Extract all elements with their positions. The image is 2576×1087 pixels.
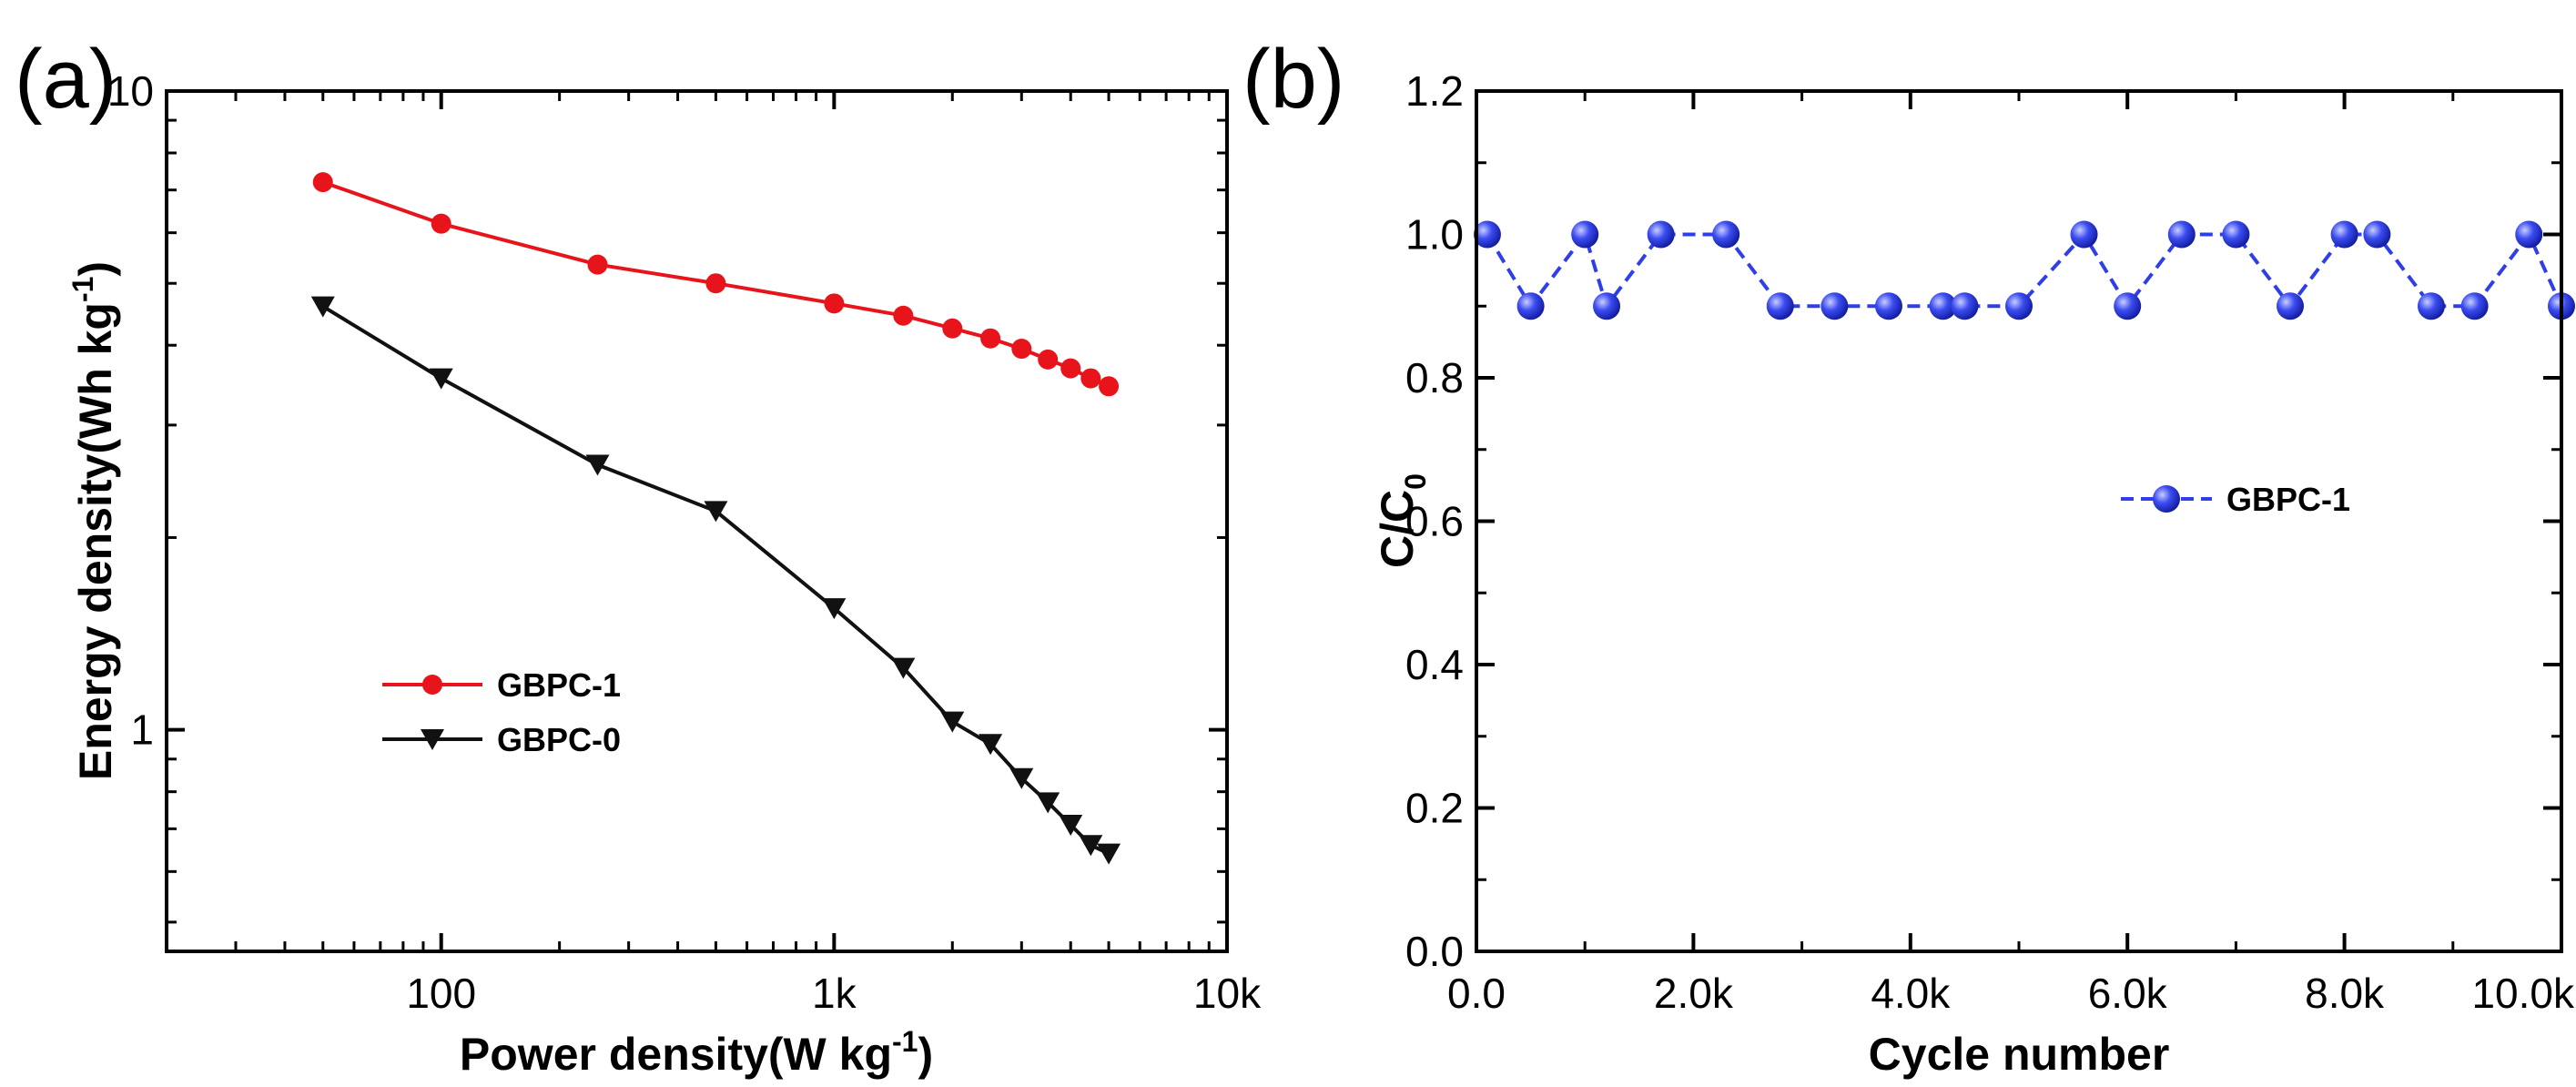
y-tick-label: 10 (107, 67, 154, 115)
panel-a-label: (a) (15, 33, 117, 126)
data-point-gbpc-1 (1011, 339, 1032, 360)
panel-a-x-axis-title: Power density(W kg-1) (460, 1025, 933, 1080)
x-tick-label: 100 (406, 970, 476, 1017)
legend-label-gbpc-1: GBPC-1 (497, 666, 621, 704)
data-point-gbpc-0 (1059, 815, 1083, 837)
legend-label-gbpc-0: GBPC-0 (497, 721, 621, 758)
panel-b-plot-frame (1475, 89, 2563, 953)
x-tick-label: 10.0k (2471, 970, 2575, 1017)
data-point-gbpc-1 (705, 273, 726, 294)
panel-b-legend: GBPC-1 (2121, 481, 2350, 518)
panel-a-series (310, 172, 1121, 865)
legend-marker-gbpc-1-b (2153, 485, 2180, 513)
data-point-gbpc-1 (1766, 292, 1794, 320)
data-point-gbpc-0 (704, 501, 728, 523)
data-point-gbpc-1 (2070, 220, 2098, 249)
x-tick-label: 8.0k (2305, 970, 2385, 1017)
y-tick-label: 0.2 (1405, 785, 1464, 832)
data-point-gbpc-0 (891, 657, 916, 679)
data-point-gbpc-1 (824, 293, 845, 314)
data-point-gbpc-1 (1099, 376, 1120, 397)
data-point-gbpc-0 (1036, 792, 1060, 814)
x-tick-label: 10k (1193, 970, 1262, 1017)
data-point-gbpc-0 (940, 711, 965, 733)
data-point-gbpc-1 (2515, 220, 2543, 249)
data-point-gbpc-1 (2167, 220, 2196, 249)
data-point-gbpc-1 (2005, 292, 2033, 320)
data-point-gbpc-1 (1820, 292, 1849, 320)
data-point-gbpc-1 (1038, 349, 1059, 370)
x-tick-label: 6.0k (2088, 970, 2168, 1017)
y-tick-label: 0.6 (1405, 498, 1464, 545)
panel-a-plot-frame (165, 89, 1229, 953)
data-point-gbpc-0 (585, 454, 610, 476)
legend-marker-gbpc-1 (422, 675, 442, 695)
panel-b-x-tick-labels: 0.0 2.0k 4.0k 6.0k 8.0k 10.0k (1447, 970, 2575, 1017)
data-point-gbpc-1 (893, 305, 914, 326)
panel-a-y-tick-labels: 1 10 (107, 67, 154, 754)
data-point-gbpc-0 (979, 734, 1003, 756)
y-tick-label: 0.4 (1405, 641, 1464, 688)
x-tick-label: 4.0k (1871, 970, 1951, 1017)
panel-b-ticks (1475, 89, 2563, 953)
panel-a-legend: GBPC-1 GBPC-0 (382, 666, 621, 758)
data-point-gbpc-1 (1571, 220, 1599, 249)
legend-marker-gbpc-0 (421, 729, 444, 750)
data-point-gbpc-1 (1647, 220, 1675, 249)
y-tick-label: 1.0 (1405, 211, 1464, 259)
data-point-gbpc-1 (431, 213, 451, 234)
data-point-gbpc-1 (2460, 292, 2489, 320)
data-point-gbpc-1 (1473, 220, 1501, 249)
panel-b-label: (b) (1242, 33, 1344, 126)
data-point-gbpc-1 (1951, 292, 1979, 320)
panel-a-y-axis-title: Energy density(Wh kg-1) (66, 261, 121, 780)
data-point-gbpc-1 (587, 254, 608, 275)
data-point-gbpc-1 (1080, 368, 1101, 389)
panel-a-energy-power-chart: (a) 100 1k 10k 1 10 Power density(W kg-1) E… (15, 33, 1262, 1080)
panel-a-x-tick-labels: 100 1k 10k (406, 970, 1262, 1017)
data-point-gbpc-0 (822, 598, 847, 620)
data-point-gbpc-1 (980, 328, 1001, 349)
data-point-gbpc-0 (429, 368, 453, 390)
panel-b-series (1473, 220, 2575, 320)
data-point-gbpc-1 (2363, 220, 2391, 249)
data-point-gbpc-0 (310, 296, 335, 318)
data-point-gbpc-1 (2417, 292, 2445, 320)
legend-entry-gbpc-1: GBPC-1 (382, 666, 621, 704)
data-point-gbpc-1 (1712, 220, 1740, 249)
x-tick-label: 1k (812, 970, 857, 1017)
panel-b-y-axis-title: C/C0 (1372, 473, 1432, 568)
data-point-gbpc-0 (1009, 767, 1034, 789)
data-point-gbpc-1 (312, 172, 333, 193)
data-point-gbpc-1 (1516, 292, 1545, 320)
panel-b-y-tick-labels: 0.0 0.2 0.4 0.6 0.8 1.0 1.2 (1405, 67, 1464, 975)
y-tick-label: 1 (130, 706, 154, 754)
data-point-gbpc-0 (1079, 835, 1103, 857)
data-point-gbpc-1 (2222, 220, 2250, 249)
data-point-gbpc-1 (942, 318, 963, 339)
panel-b-x-axis-title: Cycle number (1869, 1029, 2170, 1080)
data-point-gbpc-1 (1929, 292, 1957, 320)
data-point-gbpc-1 (2277, 292, 2304, 320)
data-point-gbpc-1 (2114, 292, 2142, 320)
y-tick-label: 0.8 (1405, 354, 1464, 401)
x-tick-label: 2.0k (1654, 970, 1734, 1017)
data-point-gbpc-1 (2330, 220, 2358, 249)
y-tick-label: 1.2 (1405, 67, 1464, 115)
data-point-gbpc-1 (1060, 358, 1081, 379)
data-point-gbpc-1 (1874, 292, 1902, 320)
y-tick-label: 0.0 (1405, 928, 1464, 975)
legend-entry-gbpc-0: GBPC-0 (382, 721, 621, 758)
panel-b-cycling-stability-chart: (b) 0.0 2.0k 4.0k 6.0k 8.0k 10.0k 0.00.20.40.… (1242, 33, 2575, 1080)
x-tick-label: 0.0 (1447, 970, 1506, 1017)
data-point-gbpc-1 (1593, 292, 1621, 320)
data-point-gbpc-0 (1097, 843, 1121, 865)
legend-label-gbpc-1-b: GBPC-1 (2226, 481, 2350, 518)
